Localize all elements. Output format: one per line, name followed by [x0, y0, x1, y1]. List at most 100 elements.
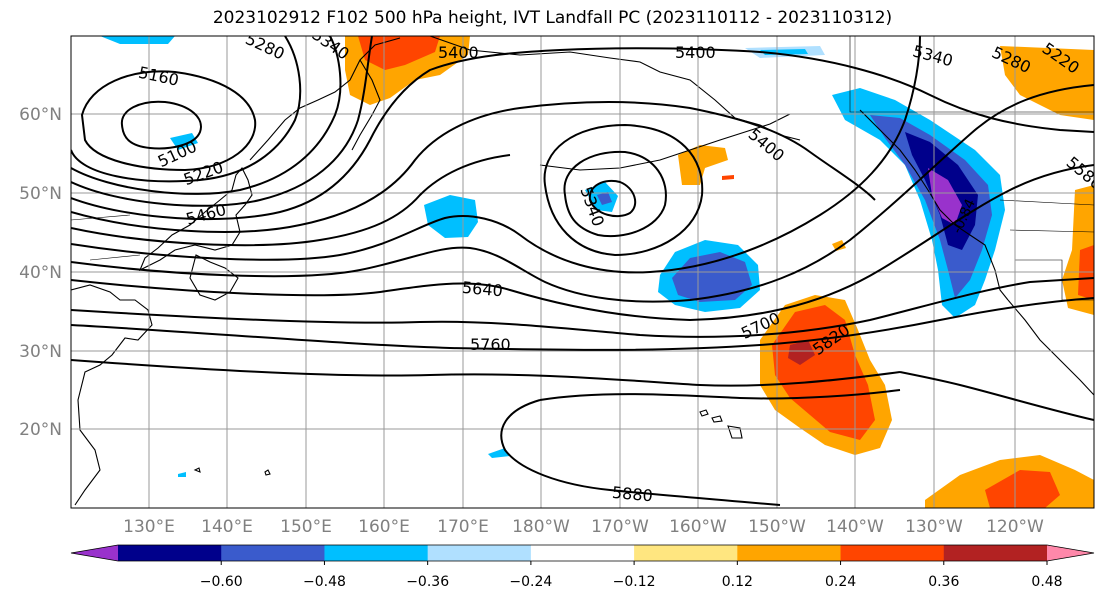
- ivt-positive-max: [788, 340, 815, 365]
- alaska-canada-border: [849, 36, 1094, 113]
- colorbar-tick-label: −0.60: [200, 574, 243, 590]
- lon-label-180w: 180°W: [512, 517, 570, 537]
- colorbar-tick-label: −0.36: [406, 574, 449, 590]
- hawaii-island: [711, 415, 723, 423]
- colorbar-tick-label: −0.24: [509, 574, 552, 590]
- contour-5820-e: [899, 371, 1094, 421]
- contour-5580: [71, 36, 921, 274]
- ivt-positive-core: [772, 305, 875, 440]
- lat-label-40n: 40°N: [19, 263, 62, 283]
- contour-5760-b: [71, 297, 1094, 351]
- colorbar-ticks: −0.60 −0.48 −0.36 −0.24 −0.12 0.12 0.24 0.36 0.4…: [200, 561, 1063, 590]
- kamchatka-coast: [351, 59, 381, 151]
- lon-label-150w: 150°W: [748, 517, 806, 537]
- pacific-island: [264, 469, 271, 476]
- lon-label-140w: 140°W: [826, 517, 884, 537]
- pacific-island: [193, 467, 201, 473]
- lat-label-20n: 20°N: [19, 420, 62, 440]
- ivt-fleck: [178, 472, 186, 477]
- contour-5700: [71, 164, 1094, 322]
- contour-label: 5760: [470, 335, 511, 354]
- colorbar-segment: [324, 545, 429, 561]
- lat-label-60n: 60°N: [19, 105, 62, 125]
- colorbar-outline: [70, 544, 1095, 562]
- contour-5400: [71, 47, 1094, 221]
- colorbar-segment: [427, 545, 532, 561]
- colorbar-extend-high: [1047, 545, 1094, 561]
- contour-5400-low: [543, 123, 704, 257]
- ivt-negative-peak: [928, 168, 962, 225]
- contour-5820-b: [539, 389, 901, 401]
- asia-border: [89, 254, 141, 261]
- contour-5340: [71, 36, 373, 207]
- baja-coast: [1007, 299, 1094, 396]
- lon-label-160e: 160°E: [358, 517, 410, 537]
- lat-label-50n: 50°N: [19, 184, 62, 204]
- longitude-labels: 130°E 140°E 150°E 160°E 170°E 180°W 170°…: [123, 517, 1044, 537]
- lon-label-120w: 120°W: [986, 517, 1044, 537]
- colorbar-tick-label: 0.36: [928, 574, 959, 590]
- contour-5820: [71, 359, 901, 387]
- map-content: 5160 5280 5340 5400 5400 5340 5280 5220 …: [71, 36, 1094, 508]
- contour-5100: [120, 100, 202, 150]
- state-border: [999, 199, 1094, 206]
- contour-5760: [71, 277, 1094, 338]
- ivt-fleck: [100, 36, 175, 44]
- contour-label: 5400: [438, 43, 479, 62]
- lon-label-150e: 150°E: [280, 517, 332, 537]
- kamchatka-coast: [249, 37, 401, 161]
- contour-5880: [500, 399, 781, 506]
- lon-label-160w: 160°W: [669, 517, 727, 537]
- colorbar-segment: [840, 545, 945, 561]
- contour-5640: [71, 84, 1094, 303]
- lon-label-130e: 130°E: [123, 517, 175, 537]
- colorbar-segment: [634, 545, 738, 561]
- ivt-positive-region: [678, 145, 728, 185]
- contour-5220: [71, 36, 302, 183]
- colorbar-segment: [530, 545, 635, 561]
- ivt-positive-region: [1000, 46, 1094, 120]
- ivt-shading: [100, 36, 1094, 508]
- ivt-negative-core: [597, 192, 612, 205]
- colorbar-segments: [118, 545, 1048, 561]
- colorbar: −0.60 −0.48 −0.36 −0.24 −0.12 0.12 0.24 0.36 0.4…: [70, 544, 1095, 590]
- contour-5520: [71, 154, 511, 247]
- colorbar-tick-label: 0.48: [1031, 574, 1062, 590]
- state-border: [1009, 229, 1094, 233]
- height-contours: [71, 36, 1094, 506]
- colorbar-tick-label: −0.12: [613, 574, 656, 590]
- colorbar-tick-label: −0.48: [303, 574, 346, 590]
- lon-label-170w: 170°W: [591, 517, 649, 537]
- graticule: [71, 36, 1094, 508]
- contour-5160: [80, 70, 257, 172]
- lon-label-130w: 130°W: [905, 517, 963, 537]
- contour-label: 5640: [461, 278, 503, 300]
- latitude-labels: 60°N 50°N 40°N 30°N 20°N: [19, 105, 62, 440]
- ivt-fleck: [832, 240, 846, 251]
- hawaii-island: [727, 425, 743, 439]
- map-frame: [70, 35, 1095, 509]
- hawaii-island: [699, 409, 709, 417]
- colorbar-extend-low: [71, 545, 118, 561]
- colorbar-segment: [221, 545, 325, 561]
- contour-label: 5880: [611, 483, 653, 505]
- colorbar-segment: [943, 545, 1048, 561]
- coastlines: [71, 36, 1094, 506]
- lat-label-30n: 30°N: [19, 342, 62, 362]
- ivt-negative-core: [672, 252, 752, 302]
- contour-5460: [71, 101, 876, 233]
- colorbar-tick-label: 0.24: [825, 574, 856, 590]
- asia-coast: [71, 284, 153, 506]
- colorbar-tick-label: 0.12: [722, 574, 753, 590]
- alaska-coast: [429, 36, 801, 141]
- contour-5280-low: [588, 180, 637, 218]
- na-west-coast: [859, 109, 1009, 301]
- contour-5340-low: [563, 150, 667, 238]
- contour-5280: [71, 36, 342, 195]
- colorbar-segment: [118, 545, 222, 561]
- contour-label: 5400: [675, 43, 716, 62]
- ivt-positive-core: [985, 470, 1060, 508]
- lon-label-170e: 170°E: [437, 517, 489, 537]
- colorbar-segment: [737, 545, 842, 561]
